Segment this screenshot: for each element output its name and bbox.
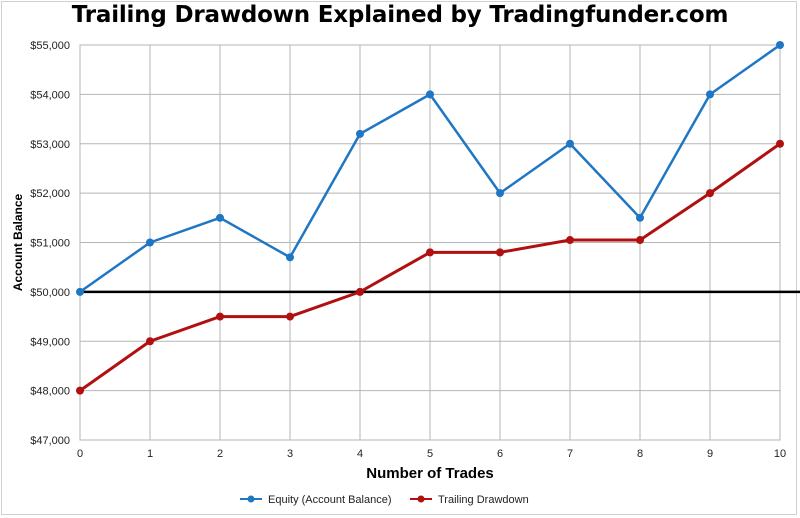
data-point-equity (566, 139, 574, 148)
data-point-equity (76, 287, 84, 296)
y-tick-label: $54,000 (30, 89, 70, 101)
legend-label: Trailing Drawdown (438, 494, 529, 506)
y-tick-label: $51,000 (30, 238, 70, 250)
legend-swatch-marker (417, 495, 425, 503)
y-tick-label: $55,000 (30, 40, 70, 52)
data-point-trailing-drawdown (776, 139, 784, 148)
data-point-equity (776, 41, 784, 49)
data-point-trailing-drawdown (146, 337, 154, 346)
data-point-equity (216, 213, 224, 222)
x-tick-label: 10 (774, 448, 786, 460)
data-point-equity (426, 90, 434, 99)
x-tick-label: 7 (567, 448, 573, 460)
x-tick-label: 8 (637, 448, 643, 460)
y-axis-title: Account Balance (11, 193, 25, 291)
legend-swatch-marker (247, 495, 255, 503)
x-tick-label: 6 (497, 448, 503, 460)
y-tick-label: $47,000 (30, 435, 70, 447)
y-tick-label: $48,000 (30, 386, 70, 398)
x-tick-label: 2 (217, 448, 223, 460)
data-point-trailing-drawdown (76, 386, 84, 395)
data-point-equity (146, 238, 154, 247)
data-point-trailing-drawdown (636, 236, 644, 245)
data-point-equity (496, 189, 504, 198)
data-point-trailing-drawdown (496, 248, 504, 257)
data-point-equity (356, 129, 364, 138)
data-point-trailing-drawdown (286, 312, 294, 321)
data-point-equity (706, 90, 714, 99)
x-tick-label: 1 (147, 448, 153, 460)
data-point-equity (636, 213, 644, 222)
data-point-trailing-drawdown (216, 312, 224, 321)
y-tick-label: $49,000 (30, 336, 70, 348)
y-tick-label: $52,000 (30, 188, 70, 200)
legend-label: Equity (Account Balance) (268, 494, 392, 506)
x-tick-label: 9 (707, 448, 713, 460)
data-point-trailing-drawdown (426, 248, 434, 257)
chart-title: Trailing Drawdown Explained by Tradingfu… (71, 2, 729, 28)
x-tick-label: 3 (287, 448, 293, 460)
x-tick-label: 0 (77, 448, 83, 460)
data-point-trailing-drawdown (356, 287, 364, 296)
x-axis-title: Number of Trades (366, 465, 494, 482)
x-tick-label: 4 (357, 448, 363, 460)
y-tick-label: $53,000 (30, 139, 70, 151)
x-tick-label: 5 (427, 448, 433, 460)
y-tick-label: $50,000 (30, 287, 70, 299)
data-point-trailing-drawdown (566, 236, 574, 245)
data-point-trailing-drawdown (706, 189, 714, 198)
data-point-equity (286, 253, 294, 262)
